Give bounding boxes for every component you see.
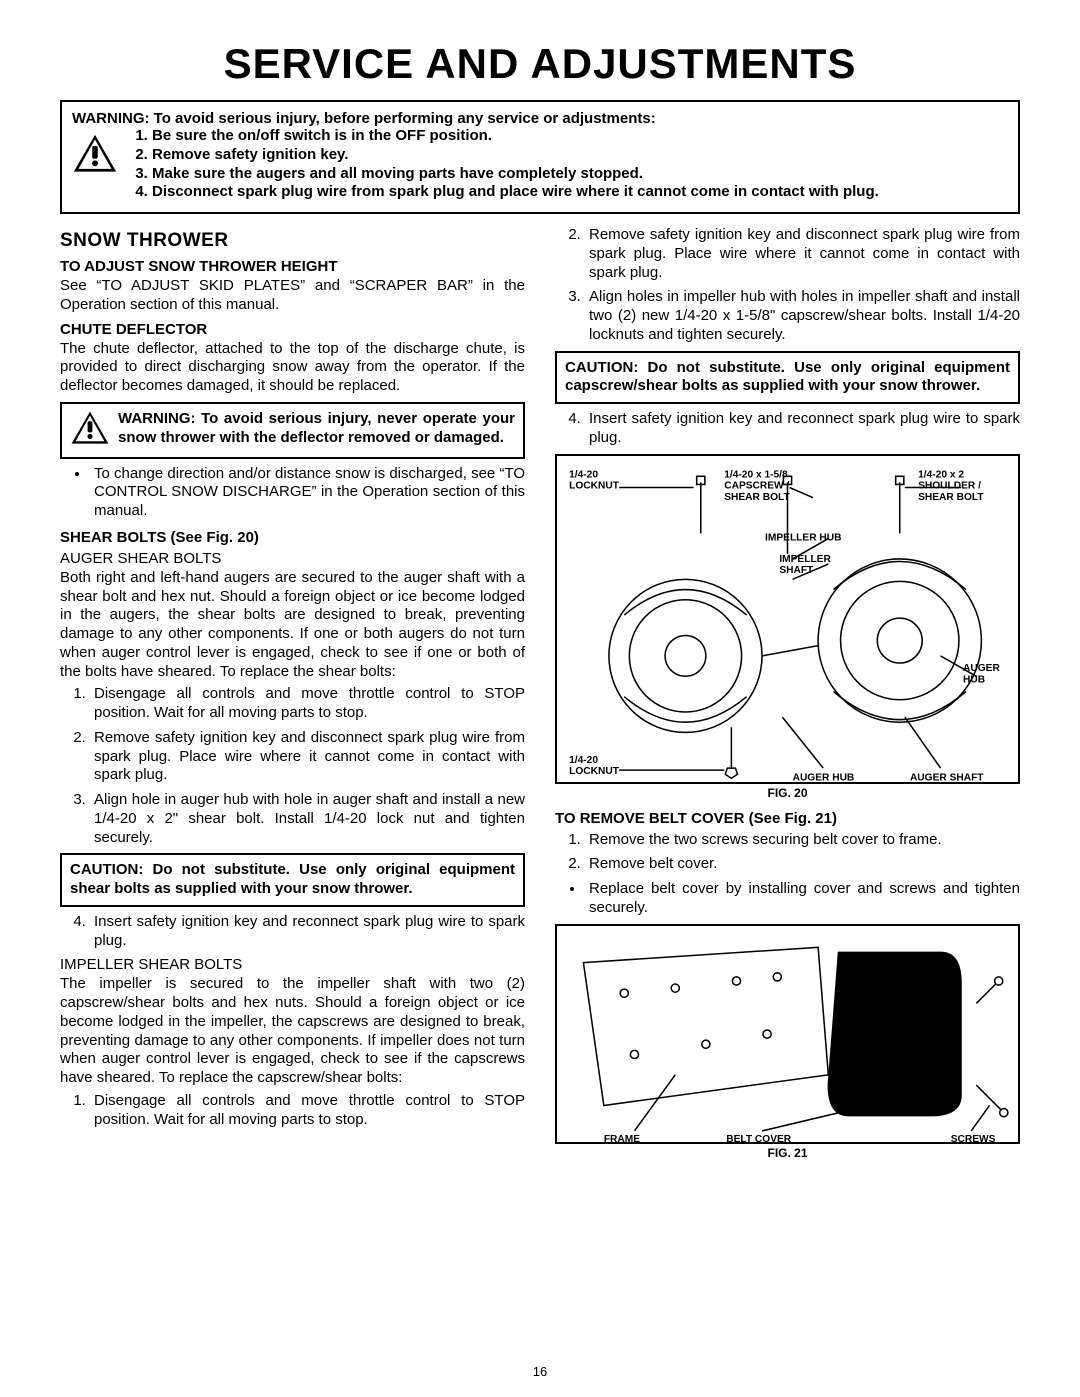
svg-text:AUGER HUB: AUGER HUB bbox=[793, 772, 855, 783]
impeller-step: Remove safety ignition key and disconnec… bbox=[585, 226, 1020, 282]
svg-text:SCREWS: SCREWS bbox=[951, 1134, 996, 1145]
auger-step: Disengage all controls and move throttle… bbox=[90, 685, 525, 723]
warning-triangle-icon bbox=[70, 410, 110, 451]
figure-21-box: FRAME BELT COVER SCREWS bbox=[555, 924, 1020, 1144]
svg-text:1/4-20LOCKNUT: 1/4-20LOCKNUT bbox=[569, 755, 620, 777]
figure-20-box: 1/4-20LOCKNUT 1/4-20 x 1-5/8CAPSCREW /SH… bbox=[555, 454, 1020, 784]
warning-item: Remove safety ignition key. bbox=[152, 146, 1008, 165]
svg-text:FRAME: FRAME bbox=[604, 1134, 640, 1145]
auger-step: Remove safety ignition key and disconnec… bbox=[90, 729, 525, 785]
warning-item: Make sure the augers and all moving part… bbox=[152, 165, 1008, 184]
left-column: Snow Thrower To Adjust Snow Thrower Heig… bbox=[60, 226, 525, 1170]
subhead-adjust-height: To Adjust Snow Thrower Height bbox=[60, 258, 525, 275]
figure-21-diagram: FRAME BELT COVER SCREWS bbox=[563, 932, 1012, 1146]
auger-step-4: Insert safety ignition key and reconnect… bbox=[90, 913, 525, 951]
svg-text:AUGERHUB: AUGERHUB bbox=[963, 663, 1000, 685]
impeller-body: The impeller is secured to the impeller … bbox=[60, 975, 525, 1088]
chute-warning-text: WARNING: To avoid serious injury, never … bbox=[118, 410, 515, 448]
page-number: 16 bbox=[0, 1364, 1080, 1379]
subhead-chute-deflector: Chute Deflector bbox=[60, 321, 525, 338]
auger-body: Both right and left-hand augers are secu… bbox=[60, 569, 525, 682]
right-column: Remove safety ignition key and disconnec… bbox=[555, 226, 1020, 1170]
adjust-height-body: See “TO ADJUST SKID PLATES” and “SCRAPER… bbox=[60, 277, 525, 315]
figure-21-caption: FIG. 21 bbox=[555, 1146, 1020, 1160]
subhead-shear-bolts: SHEAR BOLTS (See Fig. 20) bbox=[60, 529, 525, 546]
content-columns: Snow Thrower To Adjust Snow Thrower Heig… bbox=[60, 226, 1020, 1170]
svg-text:1/4-20LOCKNUT: 1/4-20LOCKNUT bbox=[569, 469, 620, 491]
auger-sub: AUGER SHEAR BOLTS bbox=[60, 550, 525, 567]
impeller-sub: IMPELLER SHEAR BOLTS bbox=[60, 956, 525, 973]
belt-step: Remove the two screws securing belt cove… bbox=[585, 831, 1020, 850]
subhead-belt-cover: TO REMOVE BELT COVER (See Fig. 21) bbox=[555, 810, 1020, 827]
auger-step: Align hole in auger hub with hole in aug… bbox=[90, 791, 525, 847]
svg-text:IMPELLERSHAFT: IMPELLERSHAFT bbox=[779, 554, 831, 576]
warning-triangle-icon bbox=[72, 133, 118, 178]
svg-text:BELT COVER: BELT COVER bbox=[726, 1134, 792, 1145]
warning-list: Be sure the on/off switch is in the OFF … bbox=[128, 127, 1008, 202]
impeller-step-4: Insert safety ignition key and reconnect… bbox=[585, 410, 1020, 448]
chute-bullet: To change direction and/or distance snow… bbox=[90, 465, 525, 521]
auger-caution-box: CAUTION: Do not substitute. Use only ori… bbox=[60, 853, 525, 907]
warning-item: Be sure the on/off switch is in the OFF … bbox=[152, 127, 1008, 146]
svg-text:1/4-20 x 2SHOULDER /SHEAR BOLT: 1/4-20 x 2SHOULDER /SHEAR BOLT bbox=[918, 469, 984, 502]
impeller-step: Disengage all controls and move throttle… bbox=[90, 1092, 525, 1130]
section-snow-thrower: Snow Thrower bbox=[60, 230, 525, 252]
warning-item: Disconnect spark plug wire from spark pl… bbox=[152, 183, 1008, 202]
page-title: Service And Adjustments bbox=[60, 40, 1020, 88]
warning-lead: WARNING: To avoid serious injury, before… bbox=[72, 110, 1008, 127]
top-warning-box: WARNING: To avoid serious injury, before… bbox=[60, 100, 1020, 214]
impeller-step: Align holes in impeller hub with holes i… bbox=[585, 288, 1020, 344]
chute-body: The chute deflector, attached to the top… bbox=[60, 340, 525, 396]
svg-text:AUGER SHAFT: AUGER SHAFT bbox=[910, 772, 984, 783]
chute-warning-box: WARNING: To avoid serious injury, never … bbox=[60, 402, 525, 459]
belt-step: Remove belt cover. bbox=[585, 855, 1020, 874]
impeller-caution-box: CAUTION: Do not substitute. Use only ori… bbox=[555, 351, 1020, 405]
figure-20-diagram: 1/4-20LOCKNUT 1/4-20 x 1-5/8CAPSCREW /SH… bbox=[563, 462, 1012, 789]
svg-text:IMPELLER HUB: IMPELLER HUB bbox=[765, 532, 841, 543]
svg-text:1/4-20 x 1-5/8CAPSCREW /SHEAR: 1/4-20 x 1-5/8CAPSCREW /SHEAR BOLT bbox=[724, 469, 790, 502]
belt-bullet: Replace belt cover by installing cover a… bbox=[585, 880, 1020, 918]
